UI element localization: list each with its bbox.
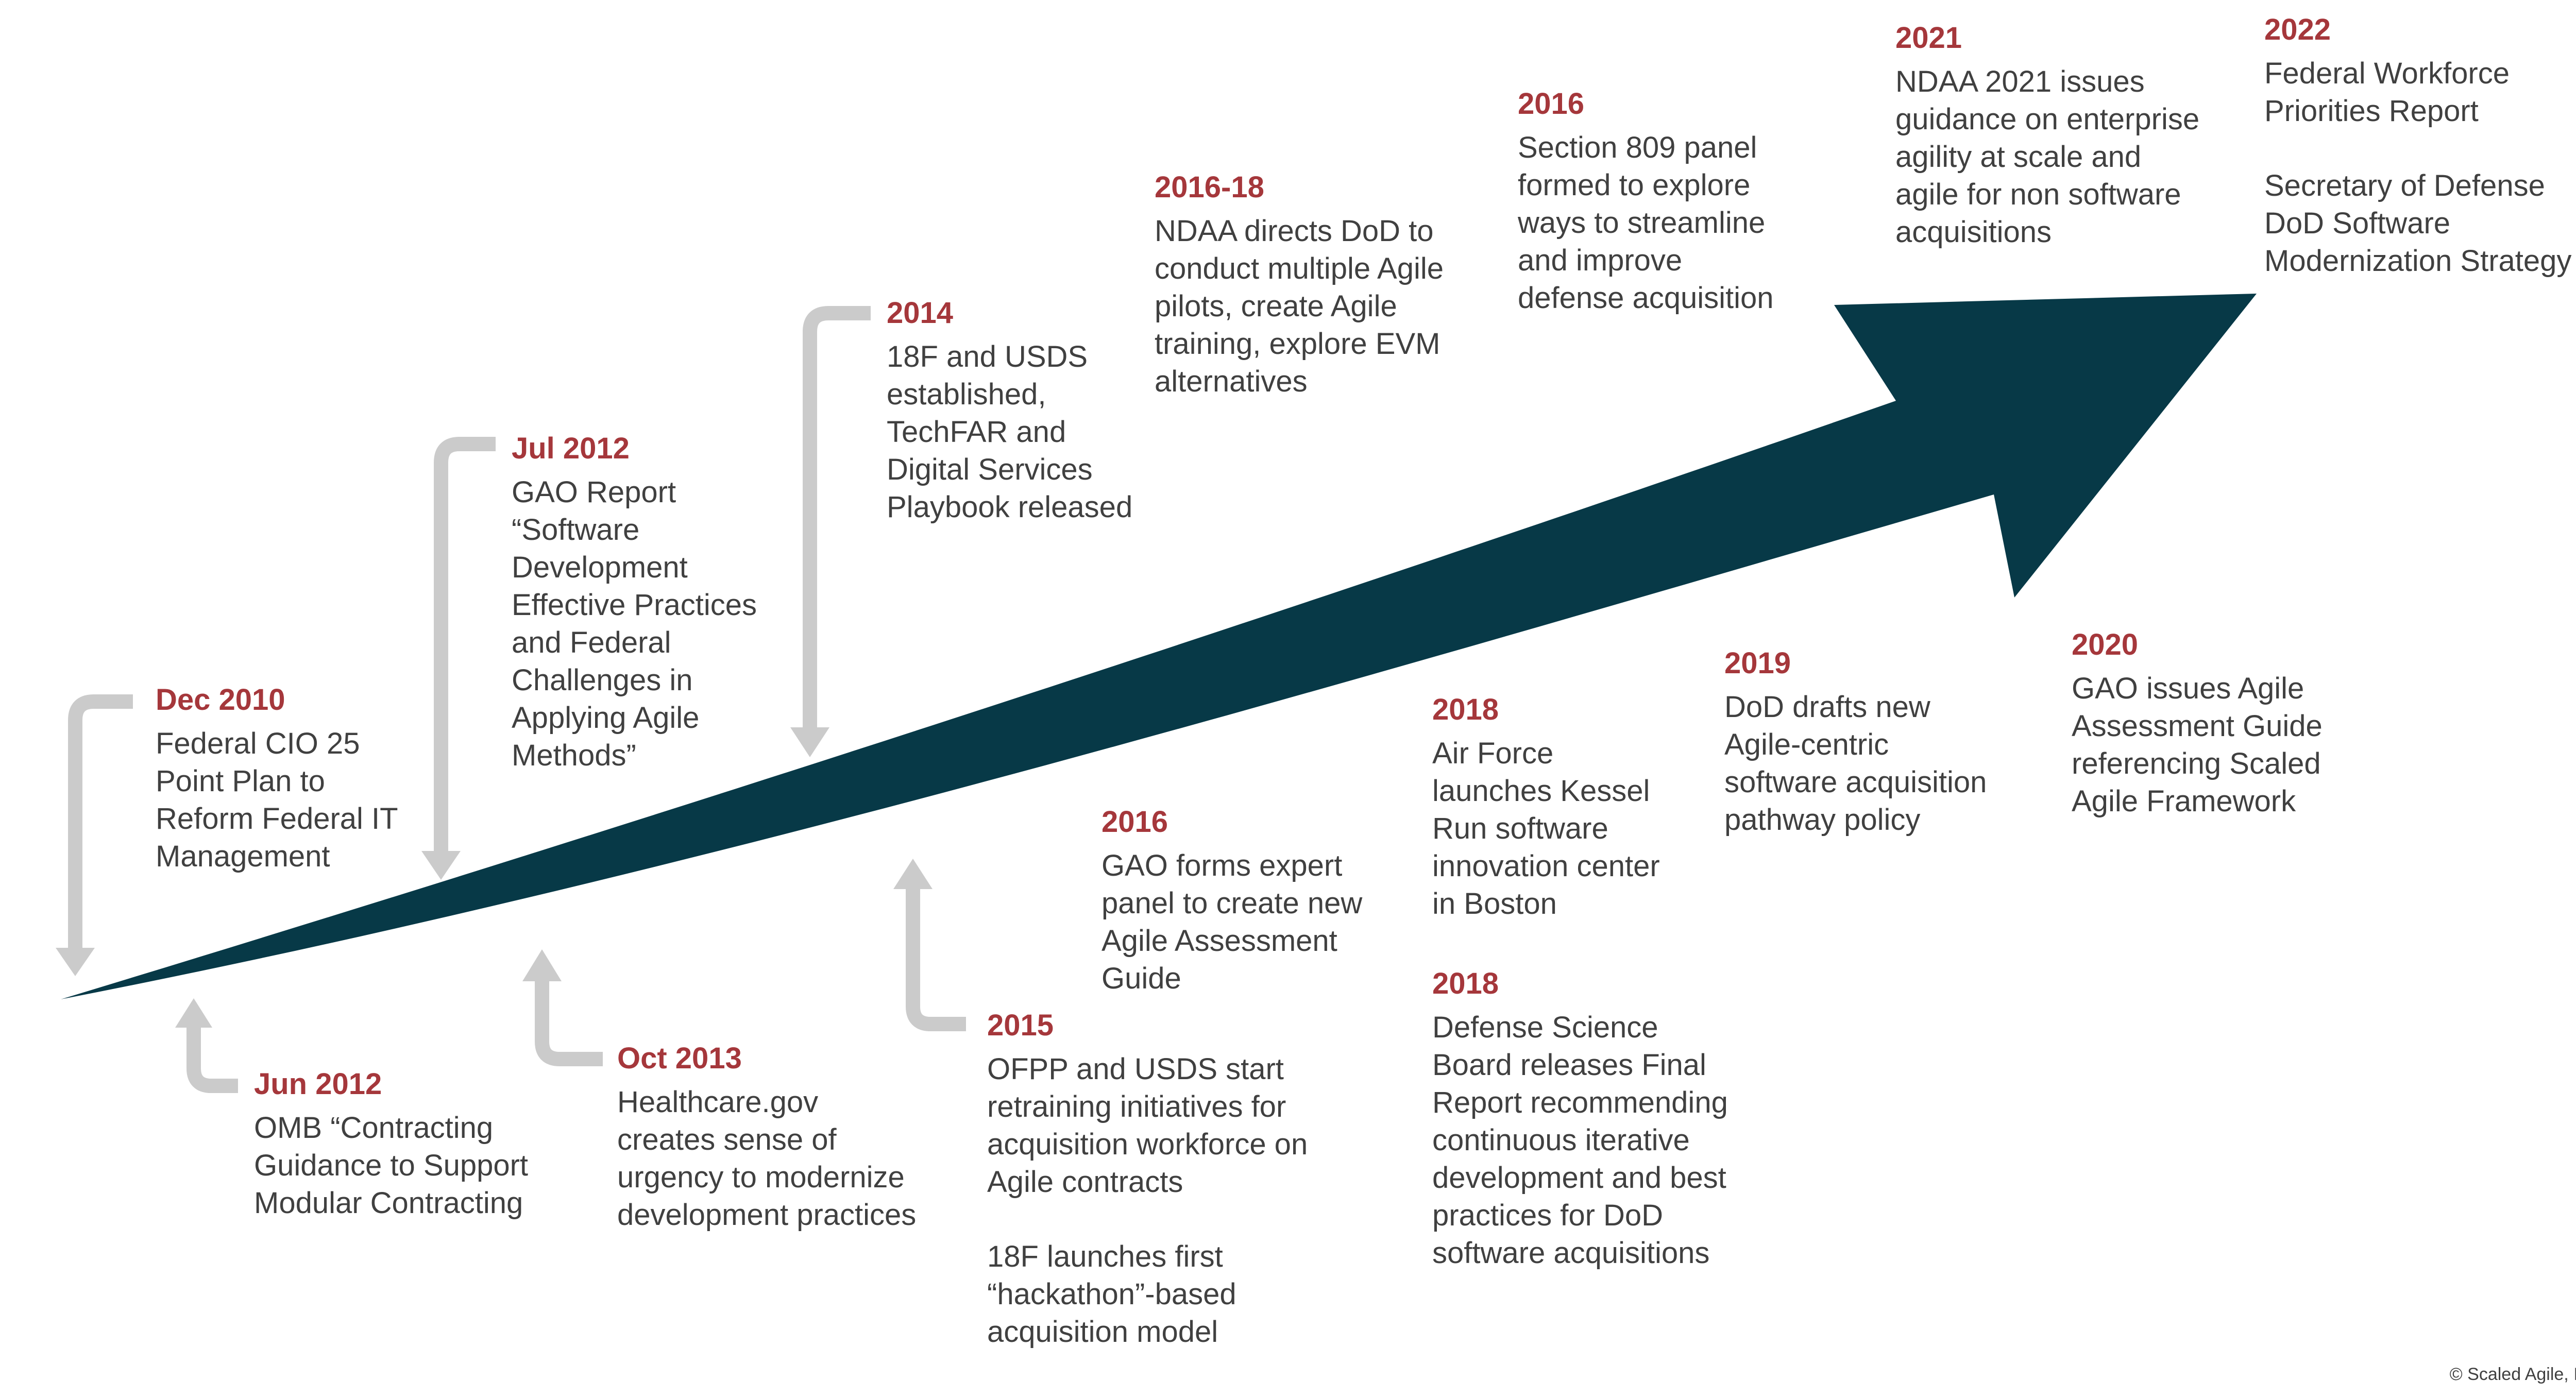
event-2020: 2020 GAO issues Agile Assessment Guide r…	[2072, 626, 2535, 820]
event-date: Oct 2013	[617, 1042, 742, 1075]
event-description: DoD drafts new Agile-centric software ac…	[1724, 690, 1987, 837]
event-date: Jun 2012	[254, 1067, 382, 1101]
event-description-2: 18F launches first “hackathon”-based acq…	[987, 1240, 1236, 1349]
event-2019: 2019 DoD drafts new Agile-centric softwa…	[1724, 645, 2188, 839]
event-description: OMB “Contracting Guidance to Support Mod…	[254, 1111, 529, 1220]
connector-2014	[790, 306, 871, 757]
event-2015: 2015 OFPP and USDS start retraining init…	[987, 1007, 1451, 1351]
event-2016-gao: 2016 GAO forms expert panel to create ne…	[1101, 804, 1565, 997]
connector-dec-2010	[56, 694, 133, 976]
event-date: 2016-18	[1155, 171, 1264, 204]
event-date: 2014	[887, 296, 954, 330]
event-date: 2018	[1432, 967, 1499, 1000]
event-2021: 2021 NDAA 2021 issues guidance on enterp…	[1895, 20, 2359, 251]
event-2018-dsb: 2018 Defense Science Board releases Fina…	[1432, 965, 1896, 1272]
connector-2015	[893, 859, 966, 1031]
connector-jul-2012	[421, 437, 496, 880]
event-description-2: Secretary of Defense DoD Software Modern…	[2264, 169, 2572, 278]
event-2014: 2014 18F and USDS established, TechFAR a…	[887, 295, 1350, 526]
event-date: 2021	[1895, 21, 1962, 55]
event-dec-2010: Dec 2010 Federal CIO 25 Point Plan to Re…	[156, 681, 619, 875]
event-oct-2013: Oct 2013 Healthcare.gov creates sense of…	[617, 1040, 1081, 1234]
event-date: 2020	[2072, 628, 2139, 661]
event-2022: 2022 Federal Workforce Priorities Report…	[2264, 11, 2576, 280]
event-jul-2012: Jul 2012 GAO Report “Software Developmen…	[512, 430, 975, 774]
event-description: OFPP and USDS start retraining initiativ…	[987, 1052, 1308, 1199]
event-date: 2019	[1724, 646, 1791, 680]
event-description: Air Force launches Kessel Run software i…	[1432, 737, 1660, 920]
event-date: 2016	[1101, 805, 1168, 839]
event-description: NDAA 2021 issues guidance on enterprise …	[1895, 65, 2200, 249]
event-2018-kessel-run: 2018 Air Force launches Kessel Run softw…	[1432, 691, 1896, 923]
event-description: NDAA directs DoD to conduct multiple Agi…	[1155, 214, 1444, 398]
event-2016-18: 2016-18 NDAA directs DoD to conduct mult…	[1155, 169, 1618, 400]
event-description: 18F and USDS established, TechFAR and Di…	[887, 340, 1133, 524]
event-date: 2015	[987, 1009, 1054, 1042]
event-description: GAO issues Agile Assessment Guide refere…	[2072, 672, 2323, 818]
connector-oct-2013	[522, 949, 603, 1066]
event-date: 2018	[1432, 693, 1499, 726]
event-date: 2022	[2264, 13, 2331, 46]
event-description: Healthcare.gov creates sense of urgency …	[617, 1085, 917, 1232]
event-2016-section-809: 2016 Section 809 panel formed to explore…	[1518, 86, 1981, 317]
connector-jun-2012	[175, 998, 238, 1093]
event-date: 2016	[1518, 87, 1585, 121]
event-description: GAO forms expert panel to create new Agi…	[1101, 849, 1363, 995]
event-description: Federal CIO 25 Point Plan to Reform Fede…	[156, 727, 398, 873]
copyright-notice: © Scaled Agile, Inc.	[2449, 1365, 2576, 1384]
event-description: Section 809 panel formed to explore ways…	[1518, 131, 1774, 315]
event-date: Jul 2012	[512, 432, 630, 465]
event-description: Federal Workforce Priorities Report	[2264, 57, 2510, 128]
event-description: Defense Science Board releases Final Rep…	[1432, 1011, 1728, 1270]
event-description: GAO Report “Software Development Effecti…	[512, 475, 757, 772]
event-date: Dec 2010	[156, 683, 285, 717]
timeline-arrow	[61, 294, 2257, 999]
event-jun-2012: Jun 2012 OMB “Contracting Guidance to Su…	[254, 1066, 718, 1222]
